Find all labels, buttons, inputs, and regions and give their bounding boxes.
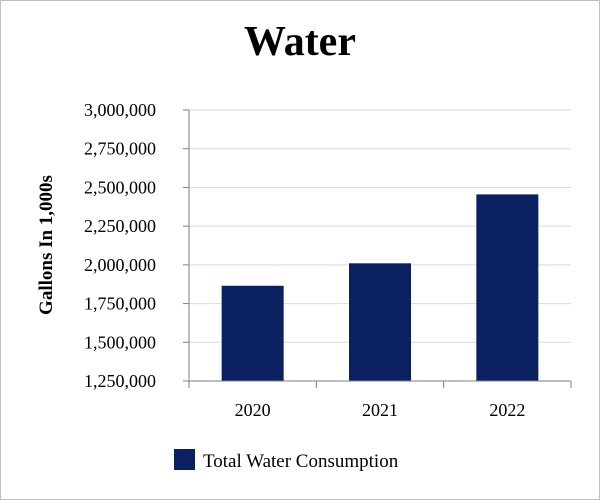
y-tick-label: 1,750,000 (84, 294, 156, 314)
y-tick-label: 1,250,000 (84, 371, 156, 391)
bar-2020[interactable] (221, 285, 284, 381)
bars (221, 194, 539, 381)
bar-2022[interactable] (476, 194, 539, 381)
x-tick-label: 2020 (235, 400, 271, 420)
bar-2021[interactable] (349, 263, 411, 381)
y-tick-label: 3,000,000 (84, 100, 156, 120)
legend-label: Total Water Consumption (203, 451, 399, 472)
legend-swatch (174, 449, 195, 470)
x-tick-label: 2022 (489, 400, 525, 420)
y-tick-label: 1,500,000 (84, 332, 156, 352)
x-tick-label: 2021 (362, 400, 398, 420)
axes (188, 110, 571, 382)
legend: Total Water Consumption (174, 449, 399, 472)
y-axis-title: Gallons In 1,000s (36, 175, 57, 315)
x-tick-labels: 2020 2021 2022 (188, 381, 572, 420)
y-tick-label: 2,000,000 (84, 255, 156, 275)
y-tick-label: 2,250,000 (84, 216, 156, 236)
y-tick-label: 2,500,000 (84, 177, 156, 197)
chart-title: Water (244, 19, 356, 65)
y-tick-label: 2,750,000 (84, 139, 156, 159)
y-tick-labels: 1,250,000 1,500,000 1,750,000 2,000,000 2,25… (84, 100, 189, 391)
